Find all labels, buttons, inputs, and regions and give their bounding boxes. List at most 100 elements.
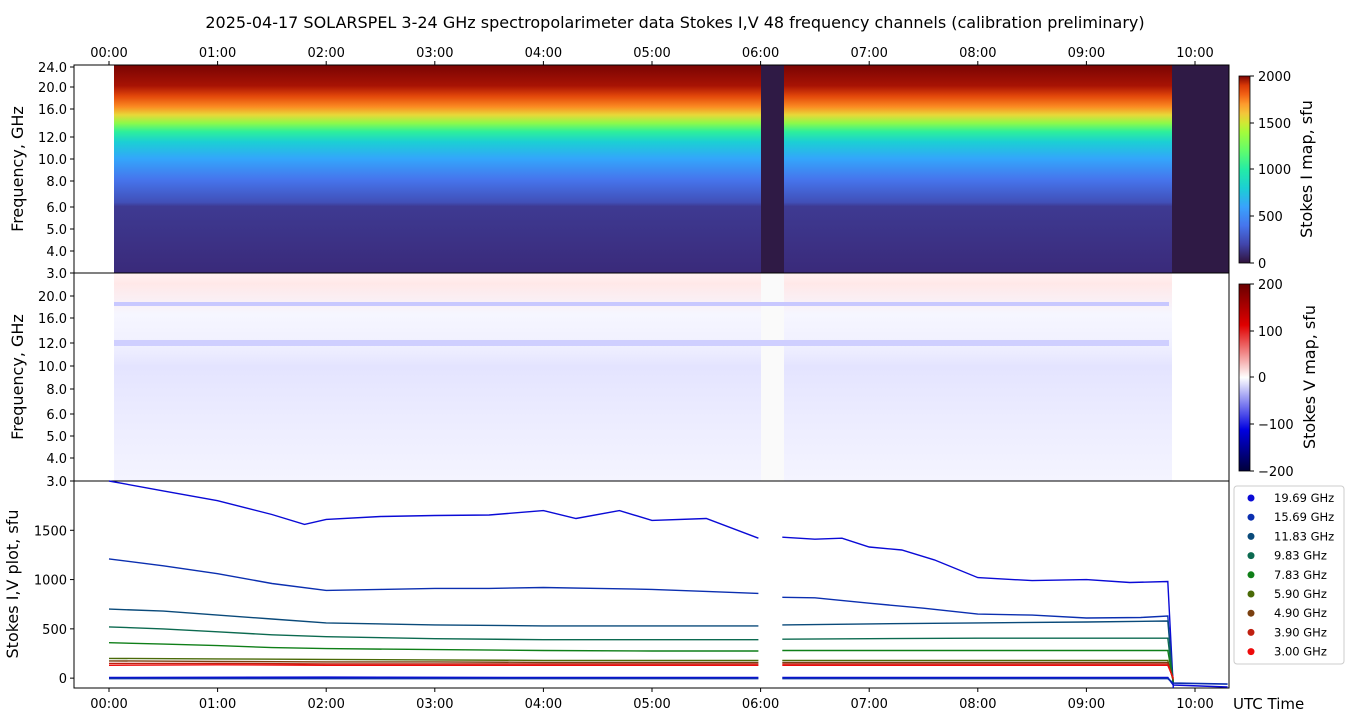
legend-marker	[1247, 628, 1255, 636]
plot-frame	[73, 480, 1230, 689]
time-tick-label-top: 04:00	[525, 46, 562, 61]
legend-marker	[1247, 571, 1255, 579]
time-tick-label-top: 03:00	[416, 46, 453, 61]
stokes-i-colorbar-tick-label: 1500	[1258, 117, 1291, 132]
legend-label: 9.83 GHz	[1274, 549, 1327, 563]
stokes-i-ytick-label: 10.0	[38, 153, 67, 168]
stokes-i-gap	[761, 65, 784, 273]
stokes-i-map	[114, 65, 1229, 273]
stokes-i-gap-end	[1172, 65, 1229, 273]
series-line	[782, 637, 1174, 685]
stokes-i-colorbar-tick-label: 0	[1258, 257, 1266, 272]
stokes-i-ytick-label: 24.0	[38, 61, 67, 76]
stokes-v-colorbar: 200 100 0 −100 −200 Stokes V map, sfu	[1238, 278, 1319, 480]
stokes-v-ytick-label: 8.0	[46, 383, 67, 398]
stokes-v-ytick-label: 3.0	[46, 475, 67, 490]
stokes-v-ytick-label: 5.0	[46, 430, 67, 445]
time-tick-label-top: 00:00	[90, 46, 127, 61]
plot-ytick-label: 1500	[34, 524, 67, 539]
stokes-v-gap-end	[1172, 273, 1229, 481]
time-tick-label-bottom: 10:00	[1176, 697, 1213, 712]
plot-ylabel: Stokes I,V plot, sfu	[3, 510, 22, 659]
stokes-v-colorbar-tick-label: 100	[1258, 325, 1283, 340]
figure-title: 2025-04-17 SOLARSPEL 3-24 GHz spectropol…	[205, 13, 1144, 32]
time-tick-label-bottom: 02:00	[307, 697, 344, 712]
legend-marker	[1247, 532, 1255, 540]
series-line	[108, 480, 759, 539]
legend-marker	[1247, 648, 1255, 656]
legend-marker	[1247, 590, 1255, 598]
time-tick-label-top: 09:00	[1068, 46, 1105, 61]
stokes-i-ytick-label: 3.0	[46, 267, 67, 282]
stokes-i-colorbar-label: Stokes I map, sfu	[1297, 100, 1316, 238]
time-tick-label-top: 07:00	[850, 46, 887, 61]
time-tick-label-bottom: 07:00	[850, 697, 887, 712]
time-tick-label-top: 05:00	[633, 46, 670, 61]
stokes-i-nodata-left	[74, 65, 114, 273]
stokes-v-colorbar-tick-label: 200	[1258, 278, 1283, 293]
series-line	[782, 676, 1228, 688]
series-line	[108, 664, 759, 666]
stokes-v-ytick-label: 12.0	[38, 337, 67, 352]
stokes-v-ylabel: Frequency, GHz	[8, 314, 27, 440]
plot-ytick-label: 0	[59, 672, 67, 687]
stokes-i-ytick-label: 5.0	[46, 223, 67, 238]
time-tick-label-top: 08:00	[959, 46, 996, 61]
legend-label: 3.00 GHz	[1274, 645, 1327, 659]
stokes-i-colorbar-tick-label: 500	[1258, 210, 1283, 225]
legend-marker	[1247, 552, 1255, 560]
time-tick-label-top: 01:00	[199, 46, 236, 61]
stokes-i-ytick-label: 12.0	[38, 131, 67, 146]
legend-marker	[1247, 494, 1255, 502]
stokes-v-colorbar-tick-label: −200	[1258, 465, 1294, 480]
stokes-v-gap	[761, 273, 784, 481]
series-line	[782, 620, 1174, 685]
series-line	[782, 664, 1174, 679]
time-tick-label-bottom: 09:00	[1068, 697, 1105, 712]
series-line	[782, 596, 1174, 687]
series-line	[108, 660, 759, 664]
plot-ytick-label: 1000	[34, 574, 67, 589]
stokes-v-colorbar-tick-label: 0	[1258, 371, 1266, 386]
stokes-i-ytick-label: 16.0	[38, 103, 67, 118]
stokes-v-colorbar-tick-label: −100	[1258, 418, 1294, 433]
stokes-i-ytick-label: 6.0	[46, 201, 67, 216]
stokes-v-map	[74, 273, 1229, 481]
plot-ytick-label: 500	[42, 623, 67, 638]
legend-label: 11.83 GHz	[1274, 529, 1334, 543]
series-line	[108, 608, 759, 627]
time-tick-label-bottom: 00:00	[90, 697, 127, 712]
time-tick-label-top: 10:00	[1176, 46, 1213, 61]
stokes-v-ytick-label: 4.0	[46, 452, 67, 467]
series-line	[108, 657, 759, 662]
series-line	[108, 642, 759, 652]
time-tick-label-bottom: 05:00	[633, 697, 670, 712]
legend-label: 4.90 GHz	[1274, 606, 1327, 620]
legend-label: 7.83 GHz	[1274, 568, 1327, 582]
stokes-v-nodata-left	[74, 273, 114, 481]
legend: 19.69 GHz 15.69 GHz 11.83 GHz 9.83 GHz 7.83 …	[1233, 485, 1345, 665]
time-tick-label-top: 06:00	[742, 46, 779, 61]
series-line	[109, 662, 759, 665]
stokes-i-colorbar-tick-label: 1000	[1258, 163, 1291, 178]
time-tick-label-top: 02:00	[307, 46, 344, 61]
stokes-i-ytick-label: 8.0	[46, 175, 67, 190]
series-line	[782, 649, 1174, 683]
legend-label: 19.69 GHz	[1274, 491, 1334, 505]
time-tick-label-bottom: 08:00	[959, 697, 996, 712]
stokes-v-band	[114, 302, 1169, 306]
time-tick-label-bottom: 01:00	[199, 697, 236, 712]
legend-label: 15.69 GHz	[1274, 510, 1334, 524]
legend-marker	[1247, 609, 1255, 617]
stokes-i-colorbar-bar	[1238, 75, 1251, 264]
series-line	[782, 677, 1228, 685]
series-line	[782, 536, 1174, 689]
time-tick-label-bottom: 04:00	[525, 697, 562, 712]
stokes-v-panel: 20.0 16.0 12.0 10.0 8.0 6.0 5.0 4.0 3.0 Frequenc…	[8, 272, 1230, 490]
stokes-i-ytick-label: 4.0	[46, 245, 67, 260]
legend-label: 3.90 GHz	[1274, 625, 1327, 639]
stokes-v-ytick-label: 10.0	[38, 360, 67, 375]
x-axis-label: UTC Time	[1233, 695, 1304, 713]
plot-panel: 1500 1000 500 0 Stokes I,V plot, sfu UTC Ti…	[3, 480, 1304, 713]
time-tick-label-bottom: 03:00	[416, 697, 453, 712]
